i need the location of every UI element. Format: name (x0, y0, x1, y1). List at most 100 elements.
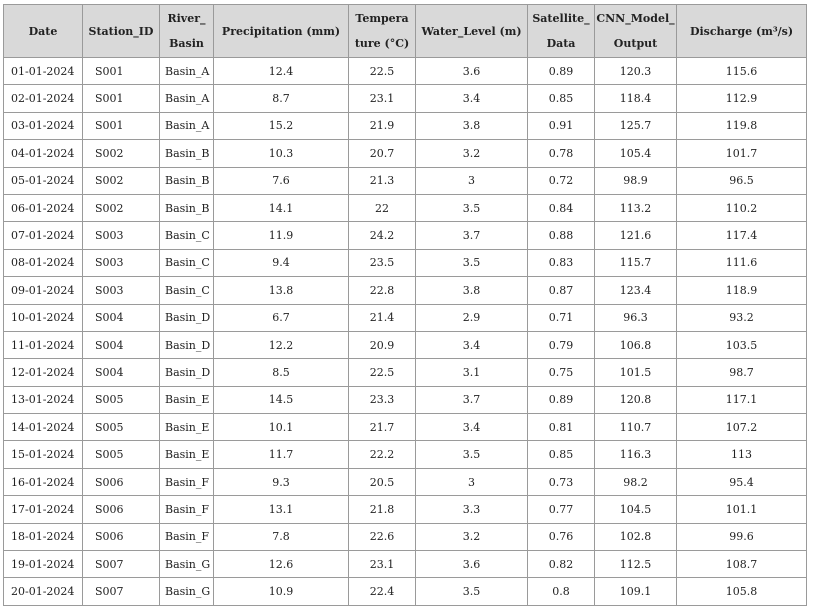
cell-river-basin: Basin_C (159, 221, 214, 250)
cell-station-id: S004 (82, 358, 160, 387)
cell-precipitation: 7.8 (213, 522, 349, 552)
cell-cnn-model-output: 98.2 (594, 467, 677, 497)
cell-station-id: S005 (82, 440, 160, 469)
cell-precipitation: 10.1 (213, 413, 349, 442)
cell-discharge: 99.6 (676, 522, 807, 552)
cell-temperature: 21.4 (348, 303, 416, 332)
column-header-cnn-model-output: CNN_Model_ Output (594, 4, 677, 58)
cell-cnn-model-output: 105.4 (594, 139, 677, 168)
cell-water-level: 3.5 (415, 193, 528, 223)
cell-precipitation: 9.3 (213, 467, 349, 497)
cell-cnn-model-output: 120.8 (594, 385, 677, 415)
cell-date: 03-01-2024 (3, 111, 83, 141)
cell-water-level: 3.2 (415, 139, 528, 168)
cell-precipitation: 12.4 (213, 56, 349, 86)
column-header-text: ture (°C) (354, 37, 410, 50)
table-row: 12-01-2024 S004 Basin_D 8.5 22.5 3.1 0.75 101.5… (3, 358, 807, 387)
column-header-text: Data (546, 37, 576, 50)
cell-temperature: 21.9 (348, 111, 416, 141)
cell-date: 18-01-2024 (3, 522, 83, 552)
cell-satellite-data: 0.75 (527, 358, 595, 387)
cell-discharge: 113 (676, 440, 807, 469)
cell-satellite-data: 0.8 (527, 577, 595, 606)
column-header-text: Basin (169, 37, 204, 50)
cell-temperature: 21.8 (348, 495, 416, 524)
cell-cnn-model-output: 96.3 (594, 303, 677, 332)
column-header-temperature: Tempera ture (°C) (348, 4, 416, 58)
cell-station-id: S005 (82, 413, 160, 442)
table-row: 15-01-2024 S005 Basin_E 11.7 22.2 3.5 0.85 116.… (3, 440, 807, 469)
cell-discharge: 107.2 (676, 413, 807, 442)
cell-discharge: 112.9 (676, 84, 807, 113)
cell-cnn-model-output: 101.5 (594, 358, 677, 387)
cell-water-level: 3.7 (415, 385, 528, 415)
cell-date: 05-01-2024 (3, 166, 83, 195)
cell-discharge: 103.5 (676, 330, 807, 360)
cell-temperature: 22.4 (348, 577, 416, 606)
cell-satellite-data: 0.88 (527, 221, 595, 250)
column-header-date: Date (3, 4, 83, 58)
cell-station-id: S003 (82, 276, 160, 305)
cell-river-basin: Basin_A (159, 111, 214, 141)
column-header-water-level: Water_Level (m) (415, 4, 528, 58)
column-header-discharge: Discharge (m³/s) (676, 4, 807, 58)
table-row: 18-01-2024 S006 Basin_F 7.8 22.6 3.2 0.76 102.8… (3, 522, 807, 552)
column-header-text: Satellite_ (532, 12, 590, 25)
table-row: 04-01-2024 S002 Basin_B 10.3 20.7 3.2 0.78 105.… (3, 139, 807, 168)
cell-water-level: 2.9 (415, 303, 528, 332)
cell-station-id: S007 (82, 550, 160, 579)
column-header-text: Tempera (355, 12, 409, 25)
cell-precipitation: 8.7 (213, 84, 349, 113)
cell-station-id: S006 (82, 467, 160, 497)
cell-station-id: S007 (82, 577, 160, 606)
cell-water-level: 3.4 (415, 84, 528, 113)
cell-date: 11-01-2024 (3, 330, 83, 360)
table-row: 13-01-2024 S005 Basin_E 14.5 23.3 3.7 0.89 120.… (3, 385, 807, 415)
cell-station-id: S002 (82, 139, 160, 168)
cell-station-id: S004 (82, 303, 160, 332)
cell-satellite-data: 0.79 (527, 330, 595, 360)
cell-water-level: 3.4 (415, 413, 528, 442)
cell-station-id: S001 (82, 111, 160, 141)
cell-date: 06-01-2024 (3, 193, 83, 223)
cell-discharge: 108.7 (676, 550, 807, 579)
cell-temperature: 20.5 (348, 467, 416, 497)
cell-water-level: 3.2 (415, 522, 528, 552)
cell-water-level: 3 (415, 467, 528, 497)
table-row: 16-01-2024 S006 Basin_F 9.3 20.5 3 0.73 98.2 95.… (3, 467, 807, 497)
cell-satellite-data: 0.76 (527, 522, 595, 552)
table-row: 19-01-2024 S007 Basin_G 12.6 23.1 3.6 0.82 112.… (3, 550, 807, 579)
cell-discharge: 98.7 (676, 358, 807, 387)
cell-date: 01-01-2024 (3, 56, 83, 86)
column-header-text: Precipitation (mm) (221, 24, 341, 38)
cell-river-basin: Basin_D (159, 303, 214, 332)
column-header-text: Date (28, 24, 58, 38)
cell-temperature: 22.8 (348, 276, 416, 305)
hydrology-data-table: Date Station_ID River_ Basin Precipitation (… (3, 4, 807, 606)
table-row: 14-01-2024 S005 Basin_E 10.1 21.7 3.4 0.81 110.… (3, 413, 807, 442)
cell-date: 14-01-2024 (3, 413, 83, 442)
cell-cnn-model-output: 120.3 (594, 56, 677, 86)
cell-cnn-model-output: 98.9 (594, 166, 677, 195)
cell-date: 07-01-2024 (3, 221, 83, 250)
cell-temperature: 23.1 (348, 550, 416, 579)
cell-discharge: 118.9 (676, 276, 807, 305)
cell-temperature: 21.3 (348, 166, 416, 195)
cell-cnn-model-output: 113.2 (594, 193, 677, 223)
column-header-text: River_ (167, 12, 206, 25)
cell-river-basin: Basin_C (159, 276, 214, 305)
cell-precipitation: 10.9 (213, 577, 349, 606)
cell-water-level: 3.5 (415, 440, 528, 469)
cell-satellite-data: 0.77 (527, 495, 595, 524)
cell-station-id: S001 (82, 84, 160, 113)
cell-water-level: 3.6 (415, 550, 528, 579)
cell-precipitation: 14.1 (213, 193, 349, 223)
cell-discharge: 117.4 (676, 221, 807, 250)
cell-temperature: 22.6 (348, 522, 416, 552)
cell-precipitation: 6.7 (213, 303, 349, 332)
table-header: Date Station_ID River_ Basin Precipitation (… (3, 4, 807, 58)
table-row: 09-01-2024 S003 Basin_C 13.8 22.8 3.8 0.87 123.… (3, 276, 807, 305)
cell-water-level: 3.5 (415, 577, 528, 606)
column-header-precipitation: Precipitation (mm) (213, 4, 349, 58)
cell-river-basin: Basin_D (159, 330, 214, 360)
